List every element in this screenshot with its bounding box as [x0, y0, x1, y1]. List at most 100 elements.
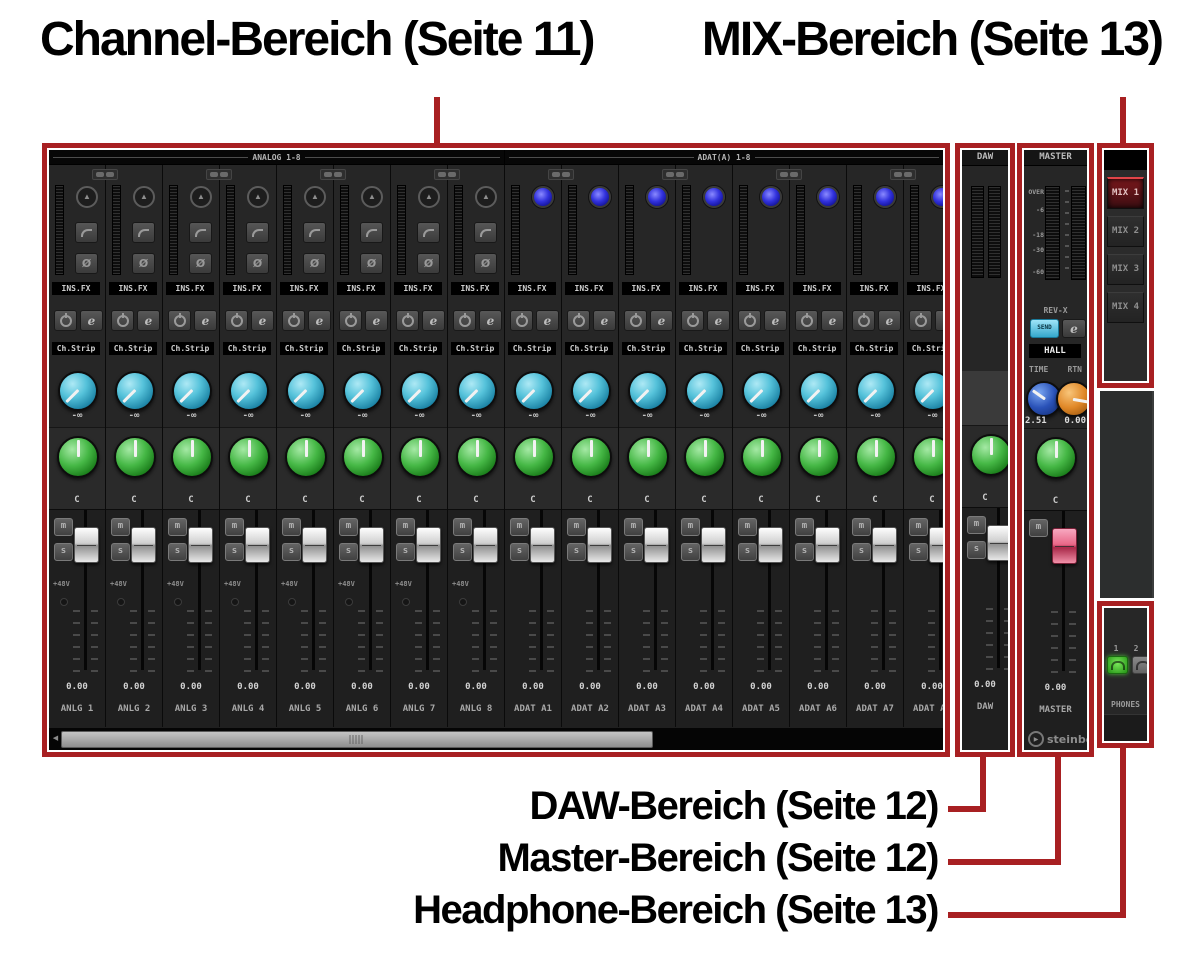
solo-button[interactable]: s — [111, 543, 130, 561]
strip-power-button[interactable] — [795, 310, 818, 331]
solo-button[interactable]: s — [967, 541, 986, 559]
mute-button[interactable]: m — [225, 518, 244, 536]
pan-knob[interactable] — [57, 436, 99, 478]
insert-fx-slot[interactable]: INS.FX — [622, 282, 670, 295]
pan-knob[interactable] — [342, 436, 384, 478]
channel-strip-slot[interactable]: Ch.Strip — [52, 342, 100, 355]
strip-edit-button[interactable]: e — [365, 310, 388, 331]
input-status-control[interactable]: ▲ — [646, 186, 668, 208]
scroll-left-arrow-icon[interactable]: ◀ — [52, 735, 59, 742]
mute-button[interactable]: m — [624, 518, 643, 536]
solo-button[interactable]: s — [909, 543, 928, 561]
mix-tab[interactable]: MIX 4 — [1107, 292, 1144, 323]
phase-button[interactable]: Ø — [246, 253, 269, 274]
master-fader-handle[interactable] — [1052, 528, 1077, 564]
channel-strip-slot[interactable]: Ch.Strip — [280, 342, 328, 355]
input-status-control[interactable]: ▲ — [475, 186, 497, 208]
fader-handle[interactable] — [758, 527, 783, 563]
channel-strip-slot[interactable]: Ch.Strip — [451, 342, 499, 355]
mute-button[interactable]: m — [168, 518, 187, 536]
input-status-control[interactable]: ▲ — [418, 186, 440, 208]
send-knob[interactable] — [628, 371, 668, 411]
mute-button[interactable]: m — [1029, 519, 1048, 537]
mix-tab[interactable]: MIX 2 — [1107, 216, 1144, 247]
hpf-button[interactable] — [474, 222, 497, 243]
pan-knob[interactable] — [627, 436, 669, 478]
fader-handle[interactable] — [245, 527, 270, 563]
strip-edit-button[interactable]: e — [821, 310, 844, 331]
insert-fx-slot[interactable]: INS.FX — [793, 282, 841, 295]
input-status-control[interactable]: ▲ — [931, 186, 943, 208]
solo-button[interactable]: s — [567, 543, 586, 561]
insert-fx-slot[interactable]: INS.FX — [394, 282, 442, 295]
mute-button[interactable]: m — [396, 518, 415, 536]
pan-knob[interactable] — [684, 436, 726, 478]
strip-edit-button[interactable]: e — [935, 310, 943, 331]
channel-strip-slot[interactable]: Ch.Strip — [736, 342, 784, 355]
mute-button[interactable]: m — [282, 518, 301, 536]
strip-power-button[interactable] — [111, 310, 134, 331]
strip-edit-button[interactable]: e — [137, 310, 160, 331]
insert-fx-slot[interactable]: INS.FX — [508, 282, 556, 295]
insert-fx-slot[interactable]: INS.FX — [166, 282, 214, 295]
channel-link-toggle[interactable] — [776, 169, 802, 180]
hpf-button[interactable] — [360, 222, 383, 243]
channel-strip-slot[interactable]: Ch.Strip — [337, 342, 385, 355]
fader-handle[interactable] — [131, 527, 156, 563]
input-status-control[interactable]: ▲ — [76, 186, 98, 208]
input-status-control[interactable]: ▲ — [190, 186, 212, 208]
channel-strip-slot[interactable]: Ch.Strip — [109, 342, 157, 355]
input-status-control[interactable]: ▲ — [304, 186, 326, 208]
pan-knob[interactable] — [228, 436, 270, 478]
mute-button[interactable]: m — [967, 516, 986, 534]
send-knob[interactable] — [457, 371, 497, 411]
fader-handle[interactable] — [188, 527, 213, 563]
phase-button[interactable]: Ø — [189, 253, 212, 274]
solo-button[interactable]: s — [624, 543, 643, 561]
pan-knob[interactable] — [570, 436, 612, 478]
phase-button[interactable]: Ø — [303, 253, 326, 274]
solo-button[interactable]: s — [738, 543, 757, 561]
fader-handle[interactable] — [872, 527, 897, 563]
insert-fx-slot[interactable]: INS.FX — [280, 282, 328, 295]
strip-edit-button[interactable]: e — [650, 310, 673, 331]
insert-fx-slot[interactable]: INS.FX — [223, 282, 271, 295]
channel-strip-slot[interactable]: Ch.Strip — [394, 342, 442, 355]
fader-handle[interactable] — [701, 527, 726, 563]
channel-strip-slot[interactable]: Ch.Strip — [793, 342, 841, 355]
channel-link-toggle[interactable] — [548, 169, 574, 180]
strip-edit-button[interactable]: e — [479, 310, 502, 331]
channel-link-toggle[interactable] — [662, 169, 688, 180]
strip-power-button[interactable] — [282, 310, 305, 331]
fader-handle[interactable] — [359, 527, 384, 563]
strip-power-button[interactable] — [339, 310, 362, 331]
phase-button[interactable]: Ø — [360, 253, 383, 274]
strip-edit-button[interactable]: e — [308, 310, 331, 331]
mute-button[interactable]: m — [909, 518, 928, 536]
revx-send-button[interactable]: SEND — [1030, 319, 1059, 338]
input-status-control[interactable]: ▲ — [874, 186, 896, 208]
strip-edit-button[interactable]: e — [878, 310, 901, 331]
phones-1-button[interactable] — [1107, 656, 1128, 674]
strip-power-button[interactable] — [453, 310, 476, 331]
pan-knob[interactable] — [513, 436, 555, 478]
insert-fx-slot[interactable]: INS.FX — [337, 282, 385, 295]
channel-link-toggle[interactable] — [92, 169, 118, 180]
send-knob[interactable] — [58, 371, 98, 411]
channel-strip-slot[interactable]: Ch.Strip — [679, 342, 727, 355]
solo-button[interactable]: s — [510, 543, 529, 561]
strip-edit-button[interactable]: e — [194, 310, 217, 331]
mute-button[interactable]: m — [111, 518, 130, 536]
send-knob[interactable] — [742, 371, 782, 411]
mute-button[interactable]: m — [795, 518, 814, 536]
pan-knob[interactable] — [456, 436, 498, 478]
strip-power-button[interactable] — [624, 310, 647, 331]
input-status-control[interactable]: ▲ — [247, 186, 269, 208]
channel-strip-slot[interactable]: Ch.Strip — [907, 342, 943, 355]
pan-knob[interactable] — [855, 436, 897, 478]
hpf-button[interactable] — [417, 222, 440, 243]
mute-button[interactable]: m — [681, 518, 700, 536]
send-knob[interactable] — [115, 371, 155, 411]
solo-button[interactable]: s — [339, 543, 358, 561]
strip-power-button[interactable] — [225, 310, 248, 331]
